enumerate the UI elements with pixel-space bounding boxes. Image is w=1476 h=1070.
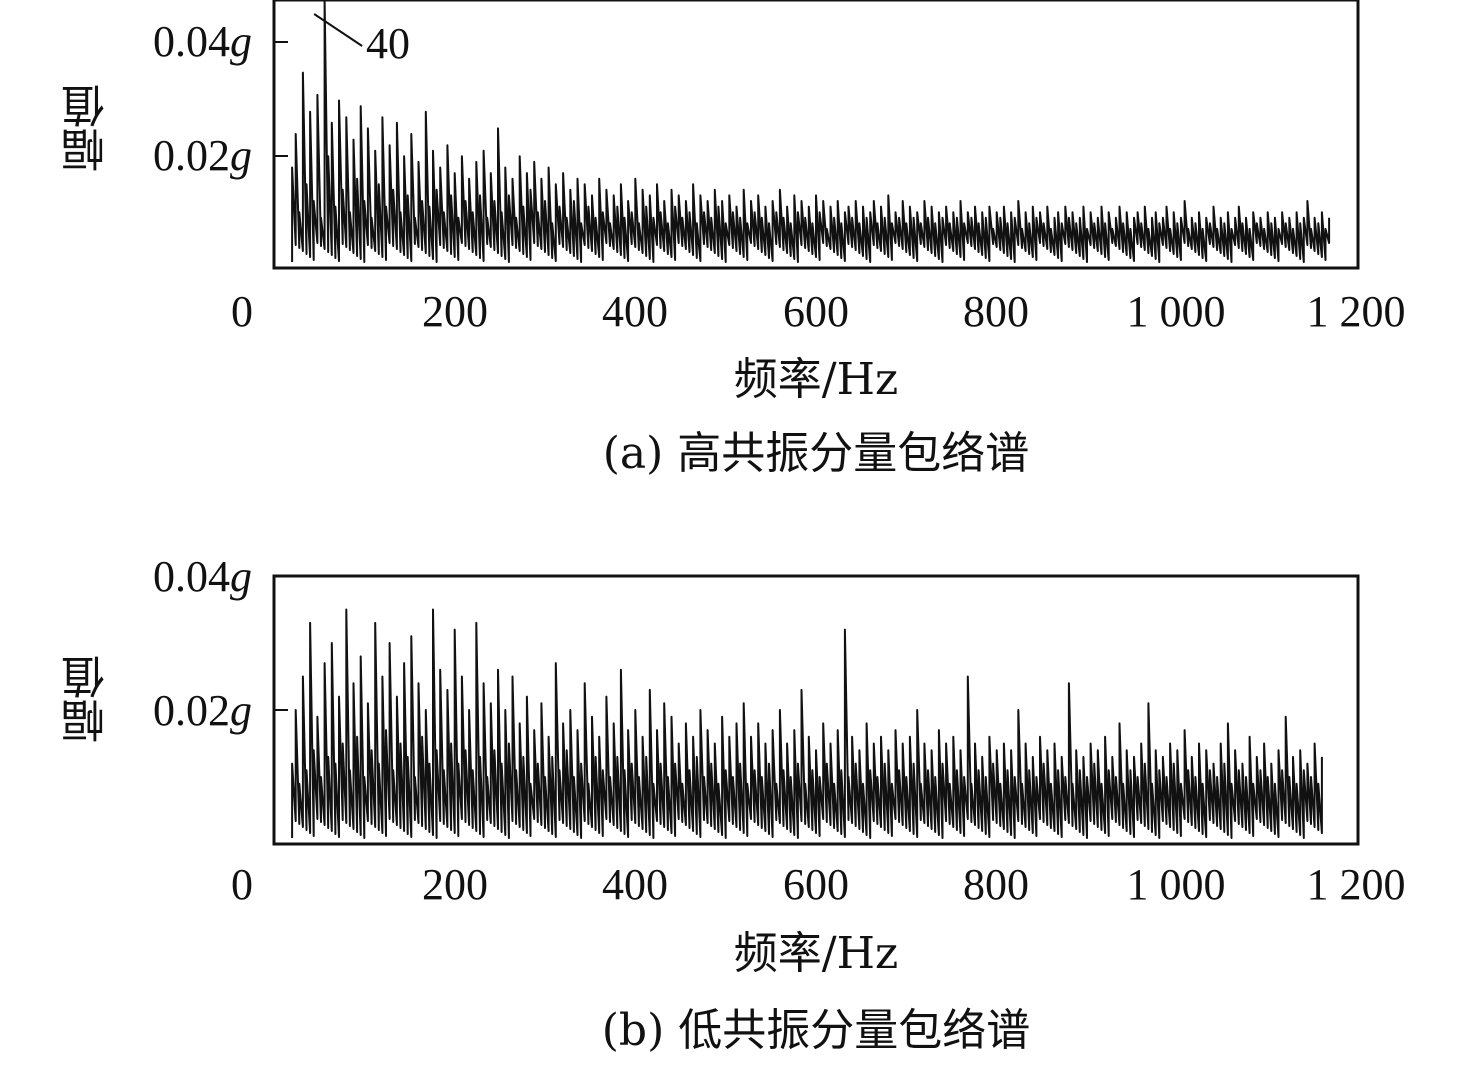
spectrum-trace bbox=[291, 608, 1323, 839]
x-tick-label-a-800: 800 bbox=[963, 287, 1029, 336]
plot-area-a bbox=[272, 0, 1360, 270]
y-tick-label-b-0.04: 0.04g bbox=[153, 552, 252, 601]
y-tick-label-a-0.02: 0.02g bbox=[153, 131, 252, 180]
x-tick-label-b-800: 800 bbox=[963, 860, 1029, 909]
x-tick-label-b-600: 600 bbox=[783, 860, 849, 909]
y-tick-label-b-0.02: 0.02g bbox=[153, 686, 252, 735]
peak-annotation-label: 40 bbox=[366, 19, 410, 68]
x-axis-label-a: 频率/Hz bbox=[733, 354, 899, 405]
x-tick-label-b-1000: 1 000 bbox=[1126, 860, 1226, 909]
chart-panel-b: 幅值 0.04g 0.02g 0 200 400 600 800 1 000 1… bbox=[0, 535, 1476, 1070]
x-tick-label-b-400: 400 bbox=[602, 860, 668, 909]
x-tick-label-a-600: 600 bbox=[783, 287, 849, 336]
x-tick-label-a-400: 400 bbox=[602, 287, 668, 336]
x-tick-label-b-0: 0 bbox=[231, 860, 253, 909]
chart-panel-a: 幅值 0.04g 0.02g 0 200 400 600 800 1 000 1… bbox=[62, 0, 1406, 479]
plot-frame bbox=[272, 0, 1360, 270]
x-tick-label-b-1200: 1 200 bbox=[1306, 860, 1406, 909]
x-tick-label-a-0: 0 bbox=[231, 287, 253, 336]
peak-annotation-leader bbox=[313, 13, 363, 47]
y-tick-label-a-0.04: 0.04g bbox=[153, 17, 252, 66]
plot-area-b bbox=[272, 574, 1360, 846]
caption-b: (b) 低共振分量包络谱 bbox=[601, 1005, 1031, 1056]
x-tick-label-b-200: 200 bbox=[422, 860, 488, 909]
spectrum-trace bbox=[291, 0, 1331, 263]
x-axis-label-b: 频率/Hz bbox=[733, 928, 899, 979]
x-tick-label-a-1200: 1 200 bbox=[1306, 287, 1406, 336]
x-tick-label-a-200: 200 bbox=[422, 287, 488, 336]
caption-a: (a) 高共振分量包络谱 bbox=[602, 428, 1030, 479]
x-tick-label-a-1000: 1 000 bbox=[1126, 287, 1226, 336]
